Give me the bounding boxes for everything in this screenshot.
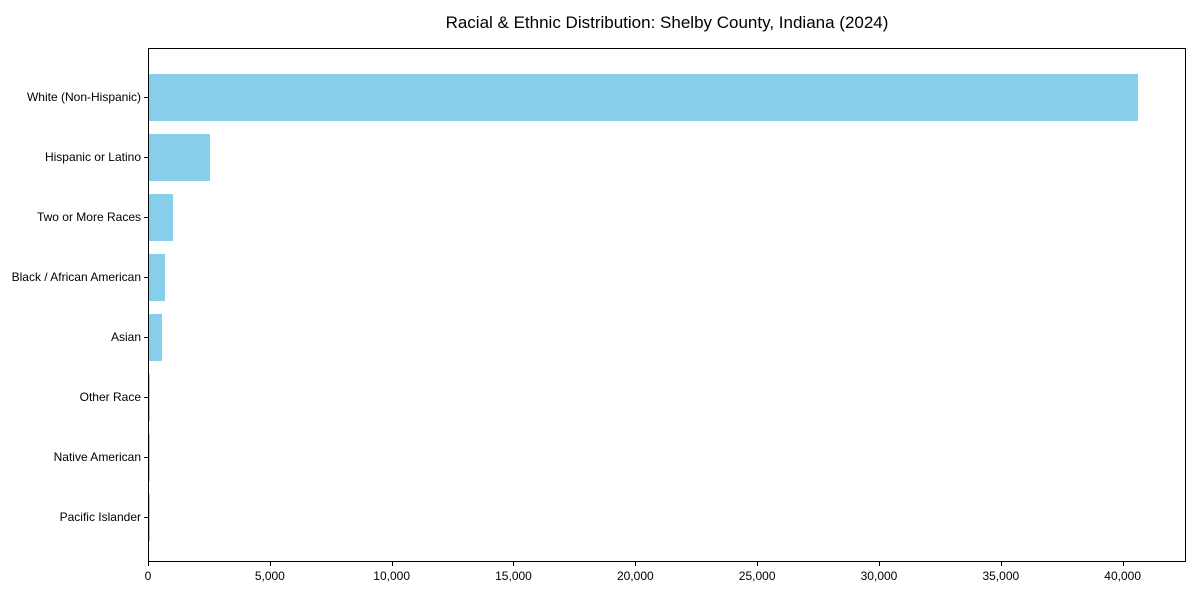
- y-tick-label: Native American: [53, 450, 141, 464]
- x-tick-label: 10,000: [373, 569, 411, 583]
- x-tick-label: 30,000: [860, 569, 898, 583]
- y-tick-mark: [144, 157, 148, 158]
- x-tick-label: 35,000: [982, 569, 1020, 583]
- x-tick-label: 15,000: [495, 569, 532, 583]
- y-tick-label: Pacific Islander: [59, 510, 141, 524]
- x-tick-mark: [269, 562, 271, 566]
- y-tick-mark: [144, 337, 148, 338]
- x-tick-mark: [1122, 562, 1124, 566]
- x-tick-label: 20,000: [616, 569, 654, 583]
- y-tick-mark: [144, 457, 148, 458]
- chart-title: Racial & Ethnic Distribution: Shelby Cou…: [445, 13, 889, 32]
- x-tick-mark: [391, 562, 393, 566]
- bar: [149, 373, 150, 421]
- y-tick-label: Black / African American: [11, 270, 141, 284]
- y-tick-label: Two or More Races: [36, 210, 141, 224]
- bar: [149, 253, 166, 301]
- y-tick-label: Other Race: [79, 390, 141, 404]
- x-tick-mark: [878, 562, 880, 566]
- bar: [149, 193, 173, 241]
- plot-area: [148, 48, 1186, 562]
- y-tick-label: Hispanic or Latino: [44, 150, 141, 164]
- bar: [149, 313, 162, 361]
- x-tick-mark: [148, 562, 149, 566]
- x-tick-mark: [757, 562, 759, 566]
- y-tick-mark: [144, 397, 148, 398]
- y-tick-mark: [144, 217, 148, 218]
- x-tick-label: 5,000: [254, 569, 285, 583]
- y-tick-mark: [144, 277, 148, 278]
- x-tick-mark: [1000, 562, 1002, 566]
- x-tick-label: 40,000: [1104, 569, 1141, 583]
- bar: [149, 73, 1139, 121]
- bar: [149, 133, 210, 181]
- x-tick-label: 0: [144, 569, 152, 583]
- y-tick-mark: [144, 517, 148, 518]
- x-tick-mark: [635, 562, 637, 566]
- x-tick-label: 25,000: [738, 569, 776, 583]
- y-tick-label: Asian: [110, 330, 141, 344]
- x-tick-mark: [513, 562, 515, 566]
- y-tick-mark: [144, 97, 148, 98]
- y-tick-label: White (Non-Hispanic): [26, 90, 141, 104]
